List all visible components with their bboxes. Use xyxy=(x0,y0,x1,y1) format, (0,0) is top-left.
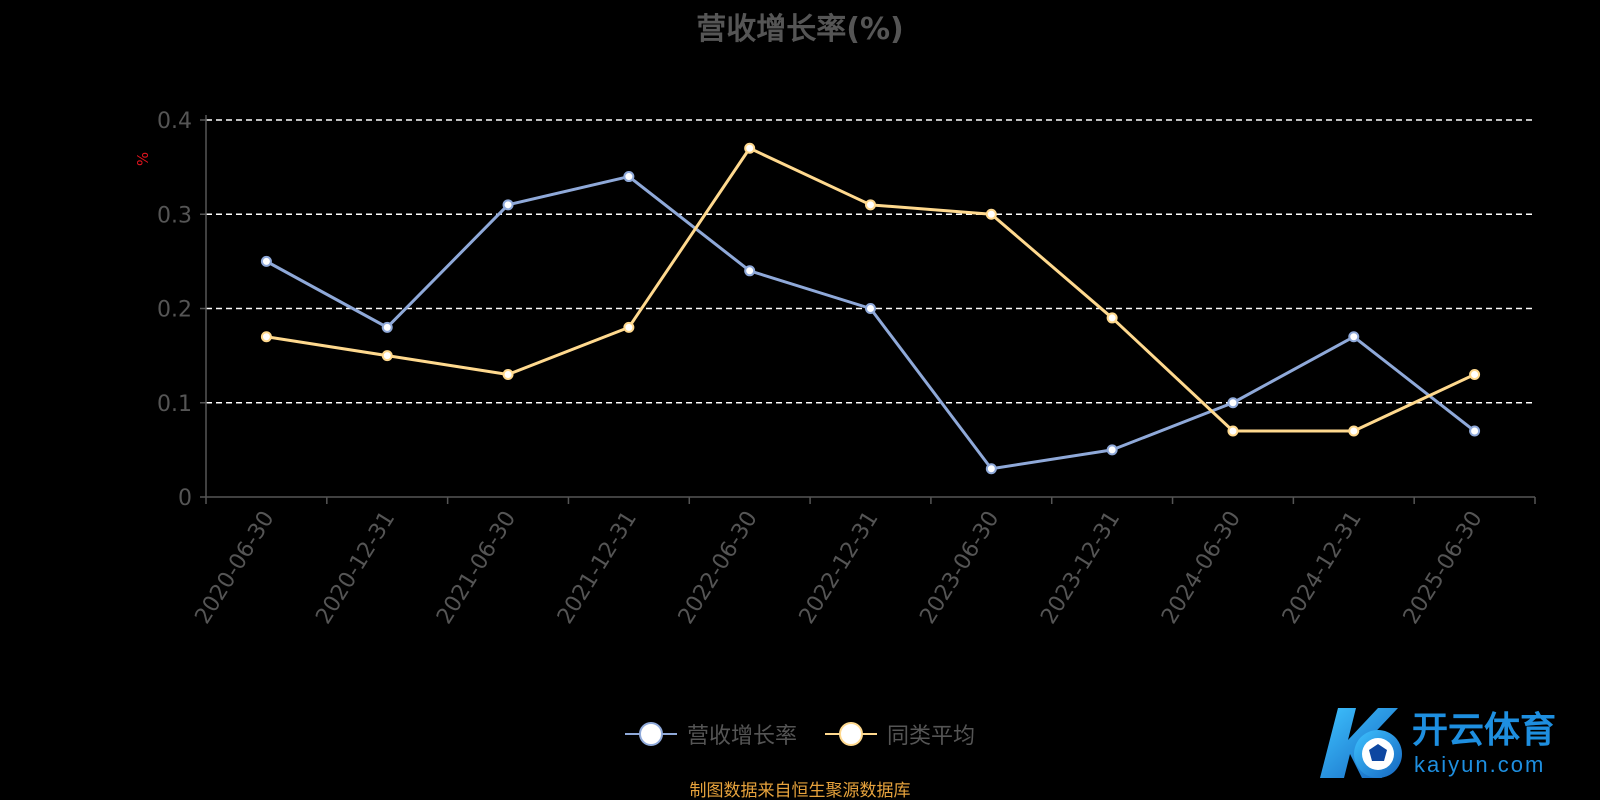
tick-labels: 0 0.1 0.2 0.3 0.4 2020-06-30 2020-12-31 2021-06… xyxy=(157,109,1488,629)
legend-label-revenue-growth: 营收增长率 xyxy=(686,724,797,749)
legend-swatch-peer-average xyxy=(825,722,877,746)
series-0-point-5 xyxy=(865,303,876,314)
series-1-point-6 xyxy=(985,208,997,220)
series-1-point-0 xyxy=(260,331,272,343)
series-1-point-10 xyxy=(1469,368,1481,380)
legend: 营收增长率 同类平均 xyxy=(0,718,1600,750)
legend-swatch-revenue-growth xyxy=(624,722,677,746)
x-tick-label-10: 2025-06-30 xyxy=(1399,507,1488,629)
x-tick-label-5: 2022-12-31 xyxy=(795,507,884,629)
x-tick-label-3: 2021-12-31 xyxy=(553,507,642,629)
series-0-point-9 xyxy=(1348,331,1360,343)
series-line-0 xyxy=(265,175,1476,471)
series-lines xyxy=(260,142,1481,475)
x-tick-label-4: 2022-06-30 xyxy=(674,507,763,629)
legend-item-revenue-growth[interactable]: 营收增长率 xyxy=(624,718,797,750)
series-0-point-7 xyxy=(1106,444,1118,456)
series-0-point-4 xyxy=(744,265,756,277)
kaiyun-logo-watermark: 开云体育 kaiyun.com xyxy=(1320,708,1556,778)
x-tick-label-8: 2024-06-30 xyxy=(1157,507,1246,629)
grid-lines xyxy=(206,119,1535,404)
y-tick-label-1: 0.1 xyxy=(157,392,192,417)
y-tick-label-4: 0.4 xyxy=(157,109,192,134)
x-tick-label-0: 2020-06-30 xyxy=(191,507,280,629)
series-1-point-9 xyxy=(1348,425,1360,437)
legend-label-peer-average: 同类平均 xyxy=(887,724,976,749)
chart-title: 营收增长率(%) xyxy=(696,12,904,47)
x-tick-label-7: 2023-12-31 xyxy=(1036,507,1125,629)
watermark-brand: 开云体育 xyxy=(1412,709,1556,750)
series-1-point-7 xyxy=(1106,312,1118,324)
axes xyxy=(200,115,1536,504)
x-tick-label-9: 2024-12-31 xyxy=(1278,507,1367,629)
series-0-point-8 xyxy=(1227,397,1239,409)
series-0-point-6 xyxy=(985,463,997,475)
series-1-point-5 xyxy=(865,199,876,211)
source-note: 制图数据来自恒生聚源数据库 xyxy=(689,781,911,800)
x-tick-label-2: 2021-06-30 xyxy=(432,507,521,629)
y-tick-label-3: 0.3 xyxy=(157,203,192,228)
x-tick-label-1: 2020-12-31 xyxy=(311,507,400,629)
series-1-point-8 xyxy=(1227,425,1239,437)
series-1-point-3 xyxy=(623,321,635,333)
watermark-domain: kaiyun.com xyxy=(1414,752,1545,777)
series-0-point-2 xyxy=(502,199,514,211)
series-0-point-1 xyxy=(381,321,393,333)
series-line-1 xyxy=(266,146,1476,433)
series-0-point-10 xyxy=(1469,425,1481,437)
series-1-point-4 xyxy=(744,142,756,154)
series-0-point-0 xyxy=(260,255,272,267)
line-chart: 0 0.1 0.2 0.3 0.4 2020-06-30 2020-12-31 2021-06… xyxy=(157,109,1536,629)
x-tick-label-6: 2023-06-30 xyxy=(915,507,1004,629)
series-0-point-3 xyxy=(623,171,635,183)
y-tick-label-0: 0 xyxy=(178,486,192,511)
legend-item-peer-average[interactable]: 同类平均 xyxy=(825,718,975,750)
y-tick-label-2: 0.2 xyxy=(157,298,192,323)
series-1-point-1 xyxy=(381,350,393,362)
series-1-point-2 xyxy=(502,368,514,380)
